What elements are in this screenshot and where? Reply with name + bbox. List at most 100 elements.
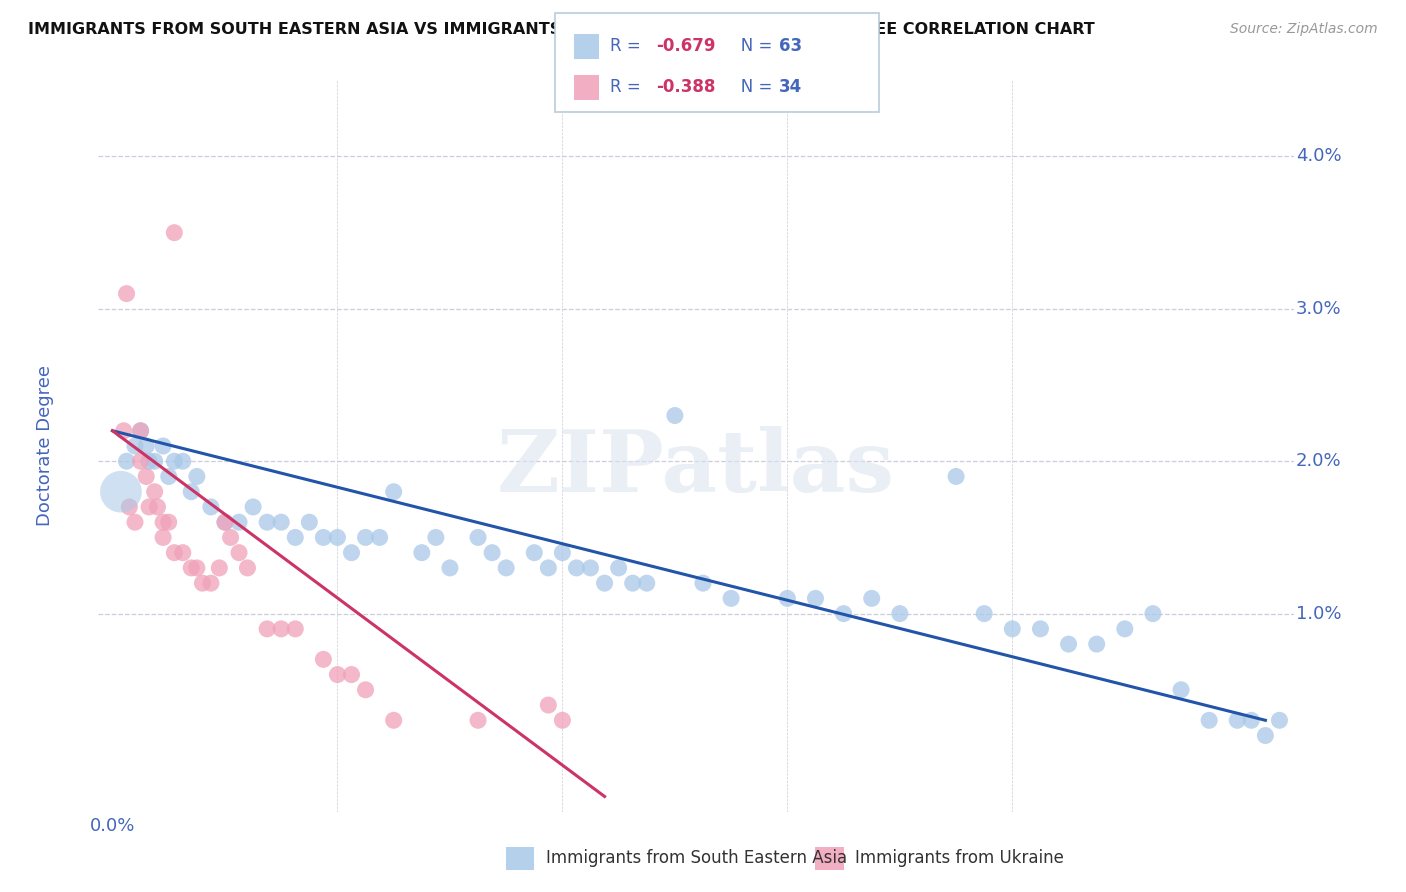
Point bbox=[180, 561, 202, 575]
Point bbox=[112, 424, 135, 438]
Point bbox=[143, 484, 166, 499]
Point bbox=[270, 622, 292, 636]
Point bbox=[692, 576, 714, 591]
Text: N =: N = bbox=[725, 37, 778, 55]
Point bbox=[411, 546, 433, 560]
Point bbox=[326, 530, 349, 544]
Point bbox=[152, 515, 174, 529]
Point bbox=[152, 530, 174, 544]
Point bbox=[270, 515, 292, 529]
Point bbox=[860, 591, 883, 606]
Text: 63: 63 bbox=[779, 37, 801, 55]
Point bbox=[467, 714, 489, 728]
Point bbox=[129, 454, 152, 468]
Point bbox=[163, 454, 186, 468]
Text: 34: 34 bbox=[779, 78, 803, 96]
Point bbox=[284, 622, 307, 636]
Point bbox=[129, 424, 152, 438]
Point bbox=[1198, 714, 1220, 728]
Point bbox=[180, 484, 202, 499]
Point bbox=[1254, 729, 1277, 743]
Point bbox=[495, 561, 517, 575]
Point bbox=[551, 546, 574, 560]
Text: IMMIGRANTS FROM SOUTH EASTERN ASIA VS IMMIGRANTS FROM UKRAINE DOCTORATE DEGREE C: IMMIGRANTS FROM SOUTH EASTERN ASIA VS IM… bbox=[28, 22, 1095, 37]
Point bbox=[382, 484, 405, 499]
Text: 4.0%: 4.0% bbox=[1296, 147, 1341, 166]
Point bbox=[720, 591, 742, 606]
Point bbox=[1240, 714, 1263, 728]
Point bbox=[1085, 637, 1108, 651]
Point bbox=[143, 454, 166, 468]
Point bbox=[228, 515, 250, 529]
Point bbox=[382, 714, 405, 728]
Point bbox=[579, 561, 602, 575]
Point bbox=[312, 530, 335, 544]
Point bbox=[124, 515, 146, 529]
Point bbox=[163, 546, 186, 560]
Point bbox=[298, 515, 321, 529]
Point bbox=[945, 469, 967, 483]
Point bbox=[537, 698, 560, 712]
Point bbox=[186, 469, 208, 483]
Point bbox=[340, 667, 363, 681]
Text: N =: N = bbox=[725, 78, 778, 96]
Point bbox=[804, 591, 827, 606]
Point bbox=[1226, 714, 1249, 728]
Point bbox=[368, 530, 391, 544]
Point bbox=[200, 576, 222, 591]
Point bbox=[110, 484, 132, 499]
Text: -0.388: -0.388 bbox=[657, 78, 716, 96]
Point bbox=[242, 500, 264, 514]
Point bbox=[439, 561, 461, 575]
Point bbox=[172, 454, 194, 468]
Point bbox=[1170, 682, 1192, 697]
Point bbox=[636, 576, 658, 591]
Text: 1.0%: 1.0% bbox=[1296, 605, 1341, 623]
Point bbox=[425, 530, 447, 544]
Point bbox=[1114, 622, 1136, 636]
Point bbox=[135, 469, 157, 483]
Point bbox=[1001, 622, 1024, 636]
Point bbox=[236, 561, 259, 575]
Point bbox=[129, 424, 152, 438]
Point bbox=[138, 454, 160, 468]
Point bbox=[208, 561, 231, 575]
Point bbox=[186, 561, 208, 575]
Point bbox=[889, 607, 911, 621]
Text: Immigrants from Ukraine: Immigrants from Ukraine bbox=[855, 849, 1064, 867]
Point bbox=[1029, 622, 1052, 636]
Point bbox=[219, 530, 242, 544]
Point bbox=[551, 714, 574, 728]
Point bbox=[621, 576, 644, 591]
Point bbox=[537, 561, 560, 575]
Point bbox=[200, 500, 222, 514]
Point bbox=[354, 682, 377, 697]
Point bbox=[214, 515, 236, 529]
Point bbox=[118, 500, 141, 514]
Text: ZIPatlas: ZIPatlas bbox=[496, 426, 896, 510]
Point bbox=[664, 409, 686, 423]
Point bbox=[326, 667, 349, 681]
Point bbox=[593, 576, 616, 591]
Point bbox=[163, 226, 186, 240]
Point bbox=[115, 286, 138, 301]
Point bbox=[191, 576, 214, 591]
Point bbox=[256, 622, 278, 636]
Text: R =: R = bbox=[610, 37, 647, 55]
Point bbox=[973, 607, 995, 621]
Point bbox=[138, 500, 160, 514]
Point bbox=[172, 546, 194, 560]
Point bbox=[1268, 714, 1291, 728]
Point bbox=[214, 515, 236, 529]
Point bbox=[152, 439, 174, 453]
Text: 2.0%: 2.0% bbox=[1296, 452, 1341, 470]
Text: Doctorate Degree: Doctorate Degree bbox=[35, 366, 53, 526]
Point bbox=[607, 561, 630, 575]
Point bbox=[1057, 637, 1080, 651]
Text: 3.0%: 3.0% bbox=[1296, 300, 1341, 318]
Point bbox=[146, 500, 169, 514]
Point bbox=[467, 530, 489, 544]
Text: 0.0%: 0.0% bbox=[90, 817, 135, 835]
Text: R =: R = bbox=[610, 78, 647, 96]
Text: -0.679: -0.679 bbox=[657, 37, 716, 55]
